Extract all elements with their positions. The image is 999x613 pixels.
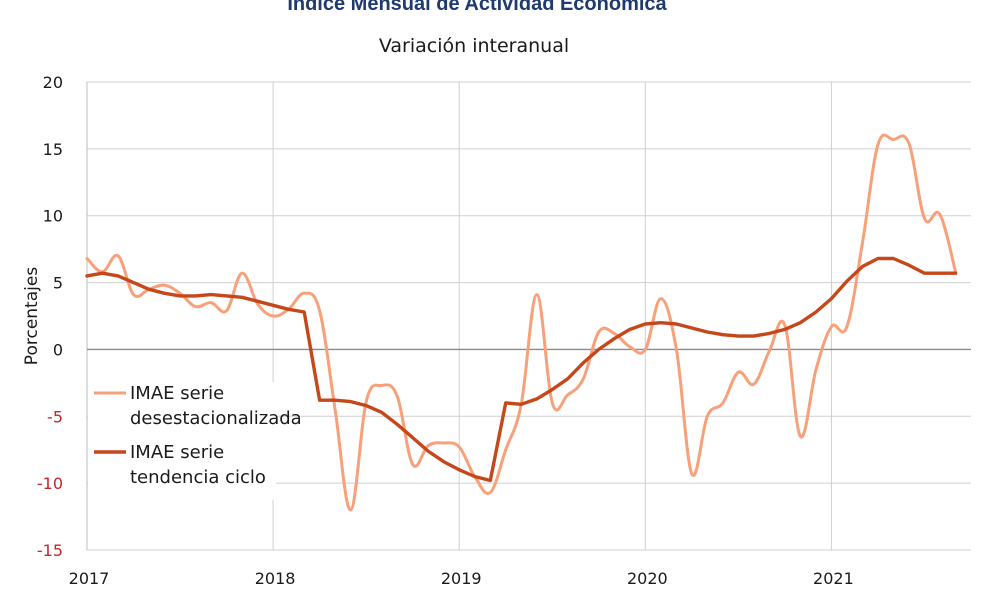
x-tick-label: 2021 [813, 569, 854, 588]
x-tick-label: 2018 [255, 569, 296, 588]
series-layer [85, 133, 958, 512]
series-line-desestacionalizada [85, 133, 958, 512]
legend-label: IMAE serie [130, 442, 224, 463]
y-tick-label: 15 [43, 140, 63, 159]
legend-box [88, 382, 276, 500]
axis-labels: 20 15 10 5 0 -5 -10 -15 2017 2018 2019 2020 2021 [37, 73, 854, 588]
chart-title: Índice Mensual de Actividad Económica [287, 0, 667, 15]
x-tick-label: 2020 [627, 569, 668, 588]
y-tick-label: -15 [37, 541, 63, 560]
x-tick-label: 2017 [69, 569, 110, 588]
y-tick-label: 0 [53, 340, 63, 359]
y-axis-label: Porcentajes [22, 267, 42, 366]
series-line-tendencia-ciclo [85, 256, 958, 483]
y-tick-label: 10 [43, 207, 63, 226]
legend-label: tendencia ciclo [130, 467, 266, 488]
chart-subtitle: Variación interanual [379, 35, 569, 57]
x-tick-label: 2019 [441, 569, 482, 588]
y-tick-label: -10 [37, 474, 63, 493]
legend: IMAE serie desestacionalizada IMAE serie te… [88, 382, 302, 500]
y-tick-label: -5 [47, 407, 63, 426]
legend-label: desestacionalizada [130, 408, 302, 429]
y-tick-label: 5 [53, 274, 63, 293]
y-tick-label: 20 [43, 73, 63, 92]
legend-label: IMAE serie [130, 383, 224, 404]
